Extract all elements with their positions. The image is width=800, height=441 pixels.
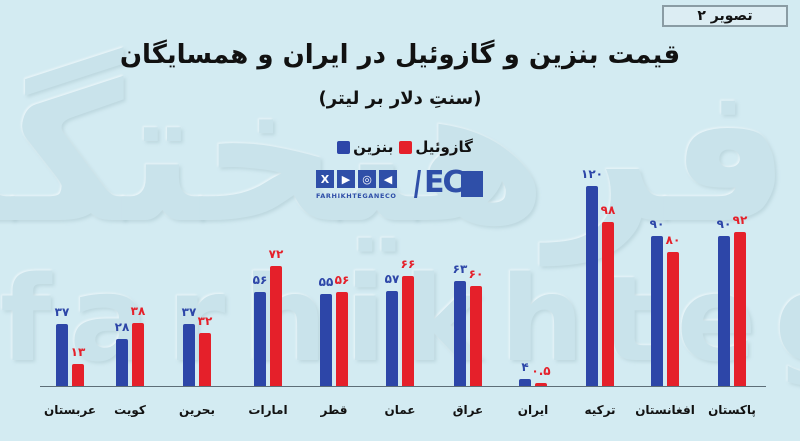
data-label-diesel: ۶۰ [468,266,484,281]
bar-diesel [667,252,679,386]
bar-diesel [602,222,614,386]
bar-gasoline [116,339,128,386]
bar-diesel [72,364,84,386]
data-label-gasoline: ۵۷ [384,271,400,286]
bar-gasoline [254,292,266,386]
instagram-icon: ◎ [358,170,376,188]
legend-label-gasoline: بنزین [353,138,394,156]
data-label-diesel: ۱۳ [70,345,86,360]
social-icons: X ▶ ◎ ◀ [316,170,397,188]
category-label: بحرین [179,403,215,417]
data-label-diesel: ۹۲ [732,213,748,228]
category-label: عمان [384,403,416,417]
brand-separator [414,170,421,198]
brand-tagline: FARHIKHTEGANECO [316,192,397,200]
category-label: عراق [452,403,484,417]
data-label-diesel: ۳۲ [197,313,213,328]
figure-tag: تصویر ۲ [662,5,788,27]
data-label-diesel: ۹۸ [600,203,616,218]
bar-gasoline [454,280,466,386]
data-label-gasoline: ۹۰ [649,216,665,231]
brand-logo: X ▶ ◎ ◀ FARHIKHTEGANECO EC [316,168,486,208]
data-label-diesel: ۶۶ [400,256,416,271]
legend-swatch-gasoline [337,140,351,154]
category-label: کویت [114,403,146,417]
bar-gasoline [651,235,663,386]
telegram-icon: ◀ [379,170,397,188]
data-label-diesel: ۷۲ [268,246,284,261]
data-label-gasoline: ۲۸ [114,320,130,335]
bar-gasoline [183,324,195,386]
youtube-icon: ▶ [337,170,355,188]
legend: گازوئیل بنزین [330,134,480,160]
bar-diesel [270,265,282,386]
data-label-gasoline: ۳۷ [181,305,197,320]
brand-logo-mark [461,171,483,197]
bar-gasoline [586,185,598,386]
bar-diesel [535,383,547,386]
bar-diesel [132,322,144,386]
data-label-gasoline: ۱۲۰ [581,166,603,181]
bar-diesel [470,285,482,386]
brand-logo-text: EC [424,165,464,200]
legend-item-diesel: گازوئیل [399,138,473,156]
category-label: عربستان [43,403,97,417]
x-icon: X [316,170,334,188]
legend-label-diesel: گازوئیل [415,138,473,156]
bar-diesel [734,232,746,386]
data-label-diesel: ۳۸ [130,303,146,318]
bar-gasoline [386,290,398,386]
category-label: ایران [517,403,549,417]
bar-diesel [199,332,211,386]
data-label-gasoline: ۳۷ [54,305,70,320]
data-label-gasoline: ۴ [521,360,529,375]
data-label-gasoline: ۹۰ [716,216,732,231]
category-label: ترکیه [584,403,616,417]
category-label: پاکستان [708,403,756,417]
category-label: افغانستان [635,403,695,417]
chart-subtitle: (سنتِ دلار بر لیتر) [318,88,482,109]
data-label-diesel: ۰.۵ [531,364,551,378]
x-axis-line [40,386,766,387]
legend-item-gasoline: بنزین [337,138,393,156]
data-label-gasoline: ۶۳ [452,261,468,276]
chart-title: قیمت بنزین و گازوئیل در ایران و همسایگان [119,40,681,70]
data-label-diesel: ۸۰ [665,233,681,248]
data-label-gasoline: ۵۶ [252,273,268,288]
category-label: قطر [320,403,348,417]
data-label-gasoline: ۵۵ [318,275,334,290]
legend-swatch-diesel [399,140,413,154]
watermark-persian: فرهیختگان [0,44,796,265]
bar-gasoline [320,294,332,386]
data-label-diesel: ۵۶ [334,273,350,288]
category-label: امارات [248,403,288,417]
bar-diesel [402,275,414,386]
bar-gasoline [519,379,531,386]
bar-gasoline [56,324,68,386]
bar-gasoline [718,235,730,386]
bar-diesel [336,292,348,386]
